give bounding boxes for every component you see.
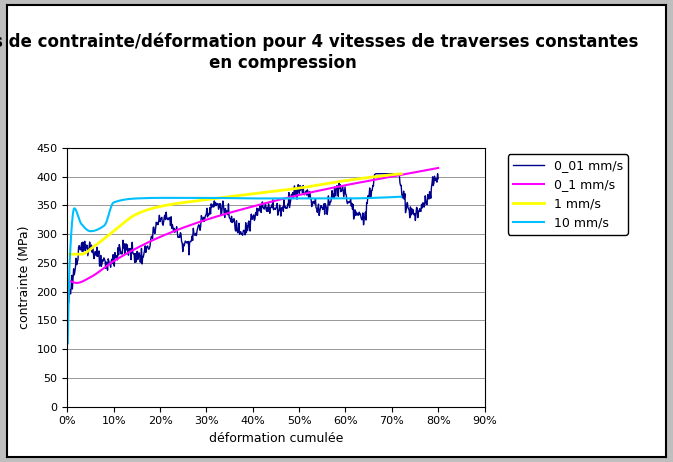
10 mm/s	[306, 196, 314, 201]
0_01 mm/s	[434, 176, 442, 182]
1 mm/s	[366, 175, 374, 180]
0_01 mm/s	[372, 171, 380, 176]
X-axis label: déformation cumulée: déformation cumulée	[209, 432, 343, 445]
0_1 mm/s	[184, 223, 192, 228]
1 mm/s	[269, 188, 277, 194]
10 mm/s	[172, 195, 180, 201]
0_01 mm/s	[160, 219, 168, 225]
0_1 mm/s	[297, 192, 305, 197]
Line: 1 mm/s: 1 mm/s	[69, 174, 401, 254]
10 mm/s	[104, 215, 112, 220]
0_1 mm/s	[331, 184, 339, 190]
10 mm/s	[196, 195, 204, 201]
1 mm/s	[345, 177, 353, 183]
Line: 10 mm/s: 10 mm/s	[68, 197, 401, 343]
0_01 mm/s	[343, 199, 351, 205]
10 mm/s	[273, 196, 281, 201]
Line: 0_01 mm/s: 0_01 mm/s	[69, 174, 438, 302]
0_01 mm/s	[232, 228, 240, 234]
1 mm/s	[397, 171, 405, 176]
10 mm/s	[397, 194, 405, 200]
1 mm/s	[67, 251, 75, 257]
0_1 mm/s	[211, 214, 219, 220]
Line: 0_1 mm/s: 0_1 mm/s	[68, 168, 438, 283]
10 mm/s	[64, 340, 72, 346]
Y-axis label: contrainte (MPa): contrainte (MPa)	[18, 225, 31, 329]
0_01 mm/s	[130, 251, 138, 256]
0_01 mm/s	[65, 299, 73, 305]
0_1 mm/s	[109, 259, 117, 264]
0_01 mm/s	[283, 205, 291, 211]
0_01 mm/s	[312, 196, 320, 201]
1 mm/s	[65, 251, 73, 257]
1 mm/s	[262, 189, 270, 195]
Legend: 0_01 mm/s, 0_1 mm/s, 1 mm/s, 10 mm/s: 0_01 mm/s, 0_1 mm/s, 1 mm/s, 10 mm/s	[507, 154, 628, 235]
0_1 mm/s	[434, 165, 442, 171]
1 mm/s	[263, 189, 271, 195]
0_1 mm/s	[333, 184, 341, 189]
10 mm/s	[304, 196, 312, 201]
0_1 mm/s	[64, 280, 72, 286]
Text: Courbes de contrainte/déformation pour 4 vitesses de traverses constantes
en com: Courbes de contrainte/déformation pour 4…	[0, 32, 639, 72]
